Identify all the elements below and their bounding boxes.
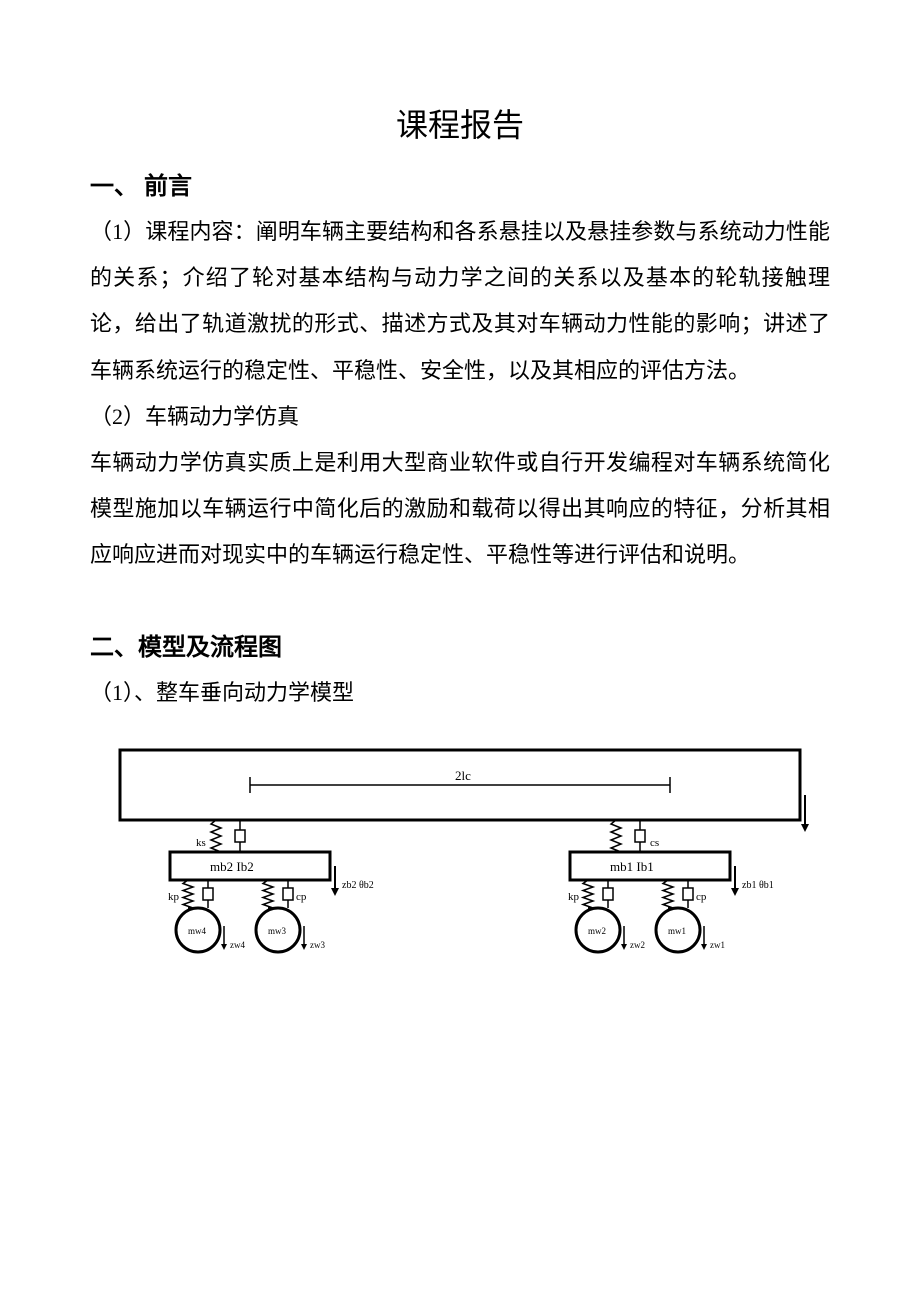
- svg-text:zw3: zw3: [310, 940, 325, 950]
- paragraph-2: （2）车辆动力学仿真: [90, 394, 830, 440]
- page-title: 课程报告: [90, 100, 830, 146]
- svg-text:mb1 Ib1: mb1 Ib1: [610, 859, 654, 874]
- svg-text:zb1 θb1: zb1 θb1: [742, 880, 774, 891]
- vehicle-dynamics-diagram: 2lcz θcksmb2 Ib2zb2 θb2kpcpmw4zw4mw3zw3c…: [90, 740, 830, 980]
- svg-text:mw4: mw4: [188, 926, 207, 936]
- spacer: [90, 579, 830, 619]
- svg-text:mw2: mw2: [588, 926, 606, 936]
- section-1-heading: 一、 前言: [90, 166, 830, 201]
- svg-text:mw1: mw1: [668, 926, 686, 936]
- section-2-sub1: （1）、整车垂向动力学模型: [90, 670, 830, 716]
- svg-text:cs: cs: [650, 837, 659, 849]
- svg-text:cp: cp: [296, 891, 307, 903]
- svg-text:cp: cp: [696, 891, 707, 903]
- svg-text:mb2 Ib2: mb2 Ib2: [210, 859, 254, 874]
- svg-text:zw1: zw1: [710, 940, 725, 950]
- svg-text:zw2: zw2: [630, 940, 645, 950]
- paragraph-3: 车辆动力学仿真实质上是利用大型商业软件或自行开发编程对车辆系统简化模型施加以车辆…: [90, 440, 830, 579]
- document-page: 课程报告 一、 前言 （1）课程内容：阐明车辆主要结构和各系悬挂以及悬挂参数与系…: [0, 0, 920, 1302]
- svg-text:kp: kp: [568, 891, 580, 903]
- svg-text:ks: ks: [196, 837, 206, 849]
- paragraph-1: （1）课程内容：阐明车辆主要结构和各系悬挂以及悬挂参数与系统动力性能的关系；介绍…: [90, 209, 830, 394]
- section-2-heading: 二、模型及流程图: [90, 627, 830, 662]
- svg-text:zb2 θb2: zb2 θb2: [342, 880, 374, 891]
- svg-text:mw3: mw3: [268, 926, 287, 936]
- svg-text:zw4: zw4: [230, 940, 245, 950]
- diagram-svg: 2lcz θcksmb2 Ib2zb2 θb2kpcpmw4zw4mw3zw3c…: [110, 740, 810, 980]
- svg-text:2lc: 2lc: [455, 768, 471, 783]
- svg-text:kp: kp: [168, 891, 180, 903]
